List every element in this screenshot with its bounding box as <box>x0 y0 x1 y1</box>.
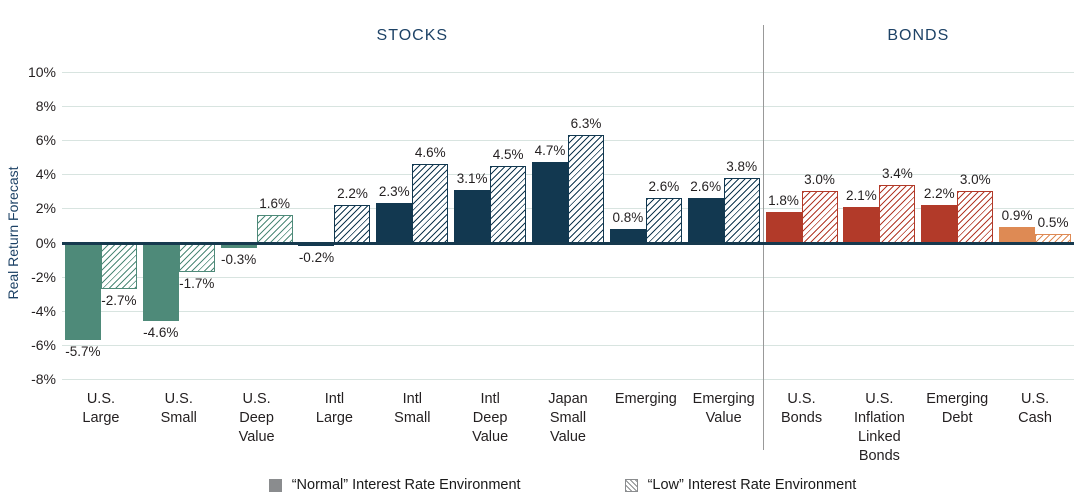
legend: “Normal” Interest Rate Environment “Low”… <box>0 477 1077 493</box>
y-tick-label: 2% <box>35 200 56 217</box>
value-label-low-5: 4.5% <box>492 146 524 162</box>
category-label-10: U.S. Inflation Linked Bonds <box>853 391 905 464</box>
category-label-7: Emerging <box>614 391 677 407</box>
value-label-normal-0: -5.7% <box>65 343 101 359</box>
y-tick-label: 10% <box>27 64 56 80</box>
category-label-6: Japan Small Value <box>548 391 588 445</box>
category-label-3: Intl Large <box>315 391 353 426</box>
value-label-low-10: 3.4% <box>881 165 913 181</box>
category-label-5: Intl Deep Value <box>472 391 509 445</box>
gridline <box>62 310 1074 312</box>
value-label-normal-2: -0.3% <box>220 251 257 267</box>
bar-normal-10 <box>843 206 880 243</box>
value-label-low-0: -2.7% <box>101 292 137 308</box>
bar-normal-12 <box>999 227 1036 243</box>
bar-low-6 <box>568 135 604 243</box>
value-label-low-3: 2.2% <box>337 186 368 202</box>
value-label-normal-4: 2.3% <box>378 184 410 200</box>
category-label-1: U.S. Small <box>160 391 197 426</box>
value-label-normal-3: -0.2% <box>298 249 335 265</box>
value-label-low-8: 3.8% <box>726 158 758 174</box>
value-label-low-12: 0.5% <box>1037 215 1069 231</box>
value-label-normal-6: 4.7% <box>534 143 566 159</box>
bar-normal-2 <box>220 242 257 248</box>
value-label-low-4: 4.6% <box>414 145 446 161</box>
category-label-4: Intl Small <box>394 391 431 426</box>
category-label-12: U.S. Cash <box>1018 391 1052 426</box>
category-label-8: Emerging Value <box>692 391 755 426</box>
legend-label-normal: “Normal” Interest Rate Environment <box>291 477 521 493</box>
value-label-low-2: 1.6% <box>259 196 290 212</box>
y-tick-label: -4% <box>31 302 56 319</box>
bar-normal-11 <box>921 205 958 243</box>
bar-low-3 <box>334 205 371 243</box>
section-header-stocks: STOCKS <box>376 27 449 44</box>
bar-low-8 <box>723 177 760 243</box>
y-tick-label: 6% <box>35 132 56 149</box>
bar-normal-7 <box>609 228 646 243</box>
value-label-normal-8: 2.6% <box>690 179 722 195</box>
gridline <box>62 344 1074 346</box>
value-label-normal-10: 2.1% <box>845 187 877 203</box>
gridline <box>62 379 1074 380</box>
category-label-0: U.S. Large <box>82 391 120 426</box>
zero-line <box>62 241 1074 245</box>
legend-item-normal: “Normal” Interest Rate Environment <box>268 477 521 493</box>
legend-label-low: “Low” Interest Rate Environment <box>647 477 857 493</box>
bar-low-1 <box>178 242 215 272</box>
bar-low-7 <box>645 198 682 243</box>
legend-swatch-hatched-icon <box>624 478 638 492</box>
y-tick-label: 0% <box>35 234 56 251</box>
bar-low-2 <box>256 215 293 243</box>
value-label-normal-12: 0.9% <box>1001 208 1033 224</box>
y-tick-label: 8% <box>35 98 56 115</box>
bar-low-11 <box>957 191 994 243</box>
value-label-normal-1: -4.6% <box>143 325 179 340</box>
stocks-bonds-divider <box>762 25 764 450</box>
bar-low-4 <box>412 164 449 243</box>
bar-normal-4 <box>376 203 413 243</box>
value-label-normal-9: 1.8% <box>768 192 799 208</box>
bar-normal-9 <box>765 211 802 243</box>
bar-normal-6 <box>532 162 568 243</box>
value-label-low-11: 3.0% <box>959 172 991 188</box>
category-label-9: U.S. Bonds <box>780 391 823 426</box>
value-label-low-9: 3.0% <box>804 172 835 188</box>
gridline <box>62 106 1074 108</box>
value-label-low-7: 2.6% <box>648 179 680 195</box>
category-label-2: U.S. Deep Value <box>238 391 275 445</box>
bar-low-0 <box>100 242 137 289</box>
y-tick-label: -6% <box>31 336 56 353</box>
y-tick-label: -2% <box>31 268 56 285</box>
category-label-11: Emerging Debt <box>926 391 989 426</box>
value-label-low-6: 6.3% <box>570 116 602 132</box>
legend-item-low: “Low” Interest Rate Environment <box>624 477 857 493</box>
section-header-bonds: BONDS <box>887 27 950 44</box>
legend-swatch-solid-icon <box>268 478 282 492</box>
y-tick-label: -8% <box>31 371 56 387</box>
bar-normal-5 <box>454 189 491 243</box>
gridline <box>62 72 1074 73</box>
bar-normal-8 <box>687 198 724 243</box>
gridline <box>62 276 1074 278</box>
value-label-normal-7: 0.8% <box>612 209 644 225</box>
bar-low-5 <box>490 165 527 243</box>
value-label-low-1: -1.7% <box>179 275 215 291</box>
value-label-normal-11: 2.2% <box>923 186 955 202</box>
y-tick-label: 4% <box>35 166 56 183</box>
bar-normal-1 <box>142 242 179 321</box>
value-label-normal-5: 3.1% <box>456 170 488 186</box>
bar-normal-0 <box>64 242 101 340</box>
